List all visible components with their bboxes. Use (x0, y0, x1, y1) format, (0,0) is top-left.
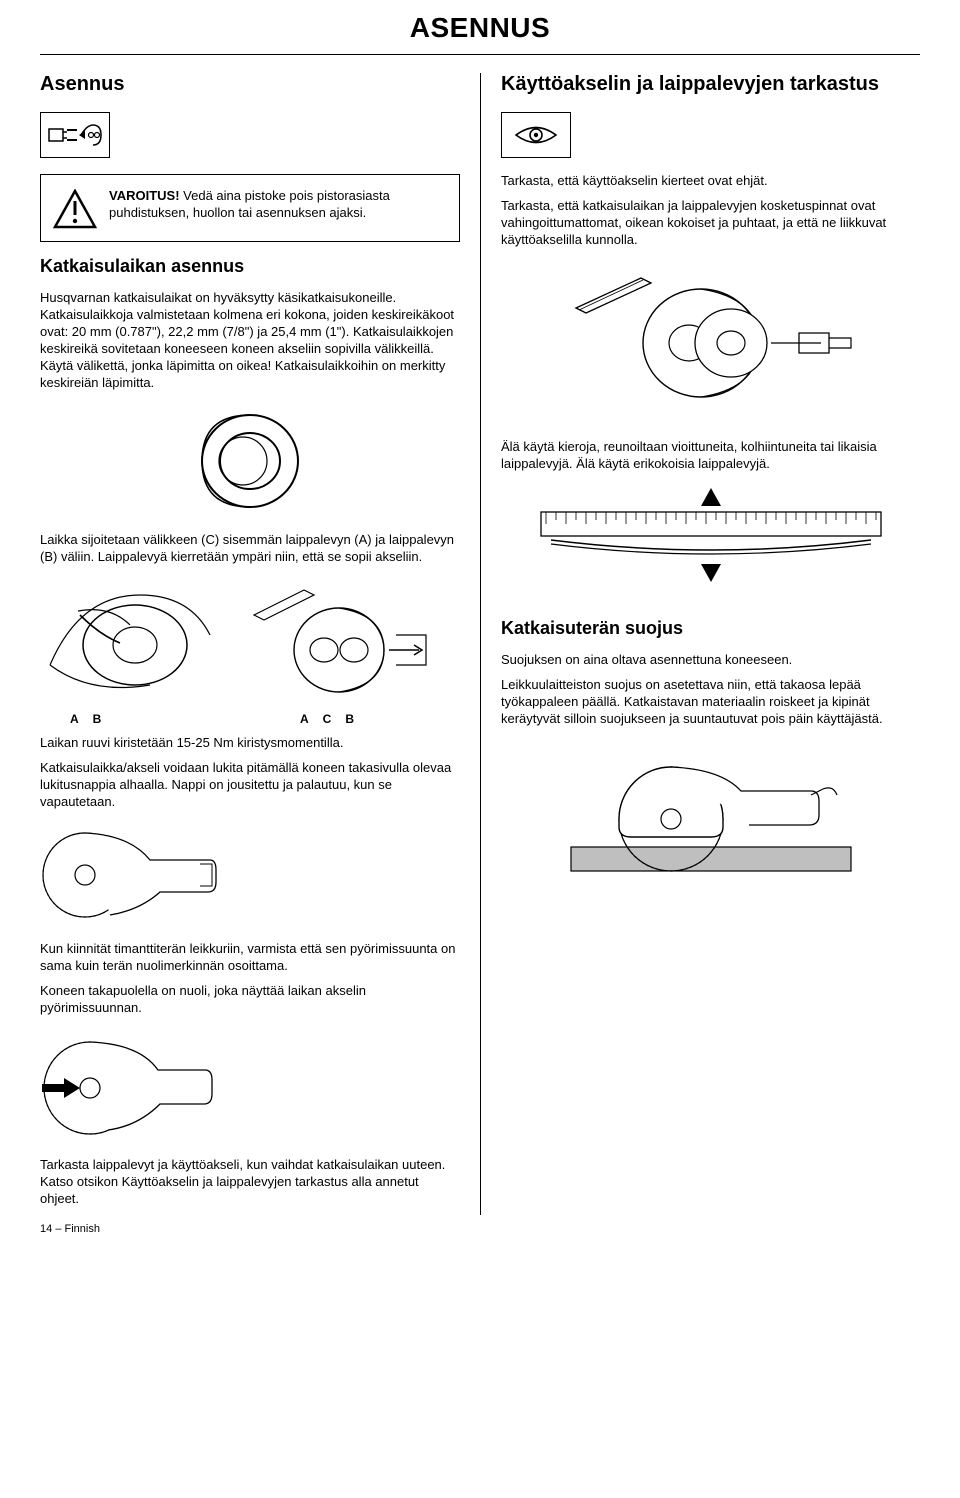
cutter-diagram-1 (40, 820, 460, 930)
suojus-heading: Katkaisuterän suojus (501, 618, 920, 639)
right-p2: Tarkasta, että katkaisulaikan ja laippal… (501, 197, 920, 248)
flange-left-fig: A B (40, 575, 220, 726)
right-p4: Suojuksen on aina oltava asennettuna kon… (501, 651, 920, 668)
flange-right-fig: A C B (244, 575, 434, 726)
page-lang: – Finnish (55, 1223, 100, 1235)
left-p6: Koneen takapuolella on nuoli, joka näytt… (40, 982, 460, 1016)
left-p4: Katkaisulaikka/akseli voidaan lukita pit… (40, 759, 460, 810)
tarkastus-heading: Käyttöakselin ja laippalevyjen tarkastus (501, 73, 920, 96)
label-b-left: B (93, 712, 102, 726)
right-p1: Tarkasta, että käyttöakselin kierteet ov… (501, 172, 920, 189)
left-p3: Laikan ruuvi kiristetään 15-25 Nm kirist… (40, 734, 460, 751)
label-a-left: A (70, 712, 79, 726)
unplug-icon-box (40, 112, 110, 158)
label-c-right: C (323, 712, 332, 726)
label-b-right: B (345, 712, 354, 726)
page-number: 14 (40, 1223, 52, 1235)
left-p2: Laikka sijoitetaan välikkeen (C) sisemmä… (40, 531, 460, 565)
flange-diagram-pair: A B A C B (40, 575, 460, 726)
left-p1: Husqvarnan katkaisulaikat on hyväksytty … (40, 289, 460, 391)
warning-triangle-icon (53, 189, 97, 229)
page-footer: 14 – Finnish (0, 1215, 140, 1243)
spindle-flange-diagram (501, 258, 920, 428)
eye-icon (512, 122, 560, 148)
warning-text: VAROITUS! Vedä aina pistoke pois pistora… (109, 187, 445, 221)
right-p5: Leikkuulaitteiston suojus on asetettava … (501, 676, 920, 727)
page-title: ASENNUS (0, 0, 960, 54)
unplug-icon (47, 120, 103, 150)
inspect-icon-box (501, 112, 571, 158)
right-p3: Älä käytä kieroja, reunoiltaan vioittune… (501, 438, 920, 472)
warning-lead: VAROITUS! (109, 188, 180, 203)
warning-box: VAROITUS! Vedä aina pistoke pois pistora… (40, 174, 460, 242)
cutter-diagram-2 (40, 1026, 460, 1146)
label-a-right: A (300, 712, 309, 726)
left-p7: Tarkasta laippalevyt ja käyttöakseli, ku… (40, 1156, 460, 1207)
left-column: Asennus VAROITUS! Vedä aina (40, 73, 480, 1215)
guard-diagram (501, 737, 920, 887)
katkaisulaikan-heading: Katkaisulaikan asennus (40, 256, 460, 277)
two-column-layout: Asennus VAROITUS! Vedä aina (0, 55, 960, 1215)
left-p5: Kun kiinnität timanttiterän leikkuriin, … (40, 940, 460, 974)
asennus-heading: Asennus (40, 73, 460, 96)
straightedge-diagram (501, 482, 920, 592)
right-column: Käyttöakselin ja laippalevyjen tarkastus… (480, 73, 920, 1215)
bushing-diagram (40, 401, 460, 521)
